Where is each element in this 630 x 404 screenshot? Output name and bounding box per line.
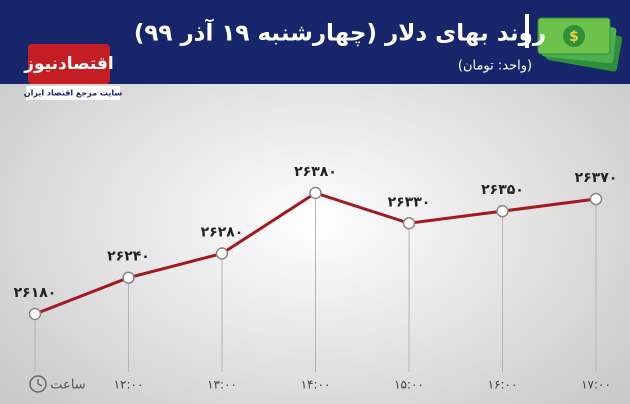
point	[496, 204, 509, 218]
data-label: ۲۶۲۸۰	[201, 225, 244, 241]
data-label: ۲۶۳۵۰	[481, 182, 524, 198]
data-label: ۲۶۳۷۰	[575, 170, 618, 186]
x-tick-label: ۱۲:۰۰	[114, 378, 144, 392]
x-tick-label: ۱۵:۰۰	[394, 378, 424, 392]
data-label: ۲۶۳۳۰	[388, 194, 431, 210]
logo-tag-box	[26, 86, 120, 100]
data-label: ۲۶۳۸۰	[294, 164, 337, 180]
logo-tagline: سایت مرجع اقتصاد ایران	[24, 89, 123, 98]
point	[402, 217, 416, 230]
chart-title: روند بهای دلار (چهارشنبه ۱۹ آذر ۹۹)	[134, 18, 546, 47]
x-tick-label: ۱۳:۰۰	[207, 378, 237, 392]
logo: اقتصادنیوز	[23, 54, 114, 74]
x-axis-label: ساعت	[50, 378, 85, 393]
data-label: ۲۶۲۴۰	[107, 249, 150, 265]
svg-text:$: $	[569, 29, 579, 45]
clock-icon	[29, 375, 47, 393]
point	[309, 186, 322, 200]
x-tick-label: ۱۴:۰۰	[301, 378, 331, 392]
chart-subtitle: (واحد: تومان)	[458, 59, 532, 74]
money-icon: $	[537, 17, 623, 72]
data-label: ۲۶۱۸۰	[14, 285, 57, 301]
point	[589, 192, 603, 206]
point	[122, 271, 135, 284]
point	[28, 307, 42, 321]
x-tick-label: ۱۶:۰۰	[488, 378, 518, 392]
title-bar	[525, 14, 529, 48]
logo-box	[28, 44, 110, 84]
x-tick-label: ۱۷:۰۰	[581, 378, 611, 392]
point	[215, 247, 229, 260]
